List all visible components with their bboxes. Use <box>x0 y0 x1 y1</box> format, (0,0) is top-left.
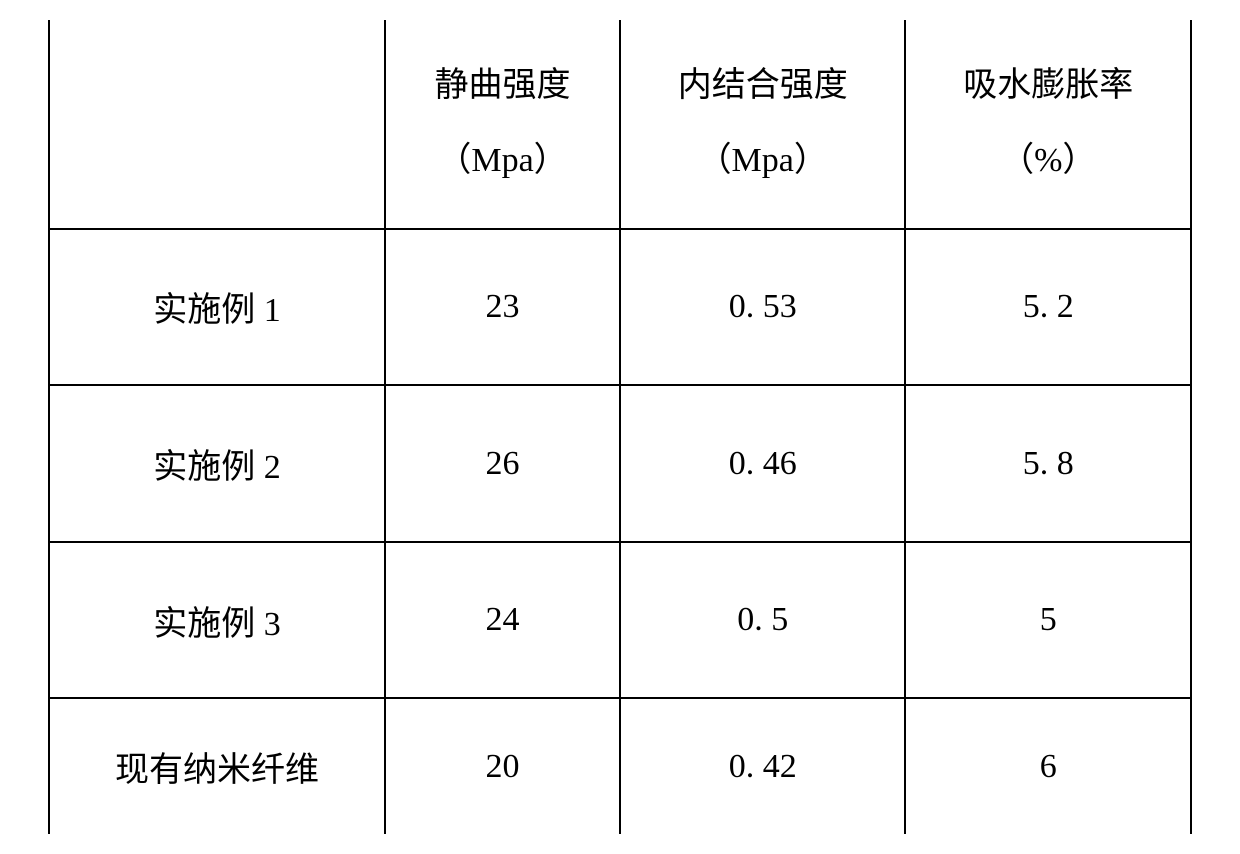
row-label: 实施例 1 <box>49 229 385 386</box>
cell-value: 20 <box>385 698 620 834</box>
table-row: 实施例 1 23 0. 53 5. 2 <box>49 229 1191 386</box>
header-cell-col3: 吸水膨胀率 （%） <box>905 20 1191 229</box>
row-label: 实施例 2 <box>49 385 385 542</box>
header-cell-empty <box>49 20 385 229</box>
cell-value: 26 <box>385 385 620 542</box>
header-cell-col1: 静曲强度 （Mpa） <box>385 20 620 229</box>
table-header-row: 静曲强度 （Mpa） 内结合强度 （Mpa） 吸水膨胀率 （%） <box>49 20 1191 229</box>
table-row: 现有纳米纤维 20 0. 42 6 <box>49 698 1191 834</box>
header-label-line1: 吸水膨胀率 <box>963 67 1133 104</box>
header-label-line1: 内结合强度 <box>678 67 848 104</box>
header-cell-col2: 内结合强度 （Mpa） <box>620 20 906 229</box>
table-row: 实施例 3 24 0. 5 5 <box>49 542 1191 699</box>
cell-value: 5. 2 <box>905 229 1191 386</box>
cell-value: 24 <box>385 542 620 699</box>
cell-value: 6 <box>905 698 1191 834</box>
cell-value: 0. 53 <box>620 229 906 386</box>
row-label: 实施例 3 <box>49 542 385 699</box>
header-label-line1: 静曲强度 <box>435 67 571 104</box>
row-label: 现有纳米纤维 <box>49 698 385 834</box>
cell-value: 0. 5 <box>620 542 906 699</box>
cell-value: 0. 46 <box>620 385 906 542</box>
cell-value: 23 <box>385 229 620 386</box>
table-row: 实施例 2 26 0. 46 5. 8 <box>49 385 1191 542</box>
data-table: 静曲强度 （Mpa） 内结合强度 （Mpa） 吸水膨胀率 （%） 实施例 1 2… <box>48 20 1192 834</box>
header-label-line2: （%） <box>1000 142 1096 179</box>
cell-value: 0. 42 <box>620 698 906 834</box>
header-label-line2: （Mpa） <box>437 142 567 179</box>
header-label-line2: （Mpa） <box>698 142 828 179</box>
cell-value: 5 <box>905 542 1191 699</box>
cell-value: 5. 8 <box>905 385 1191 542</box>
